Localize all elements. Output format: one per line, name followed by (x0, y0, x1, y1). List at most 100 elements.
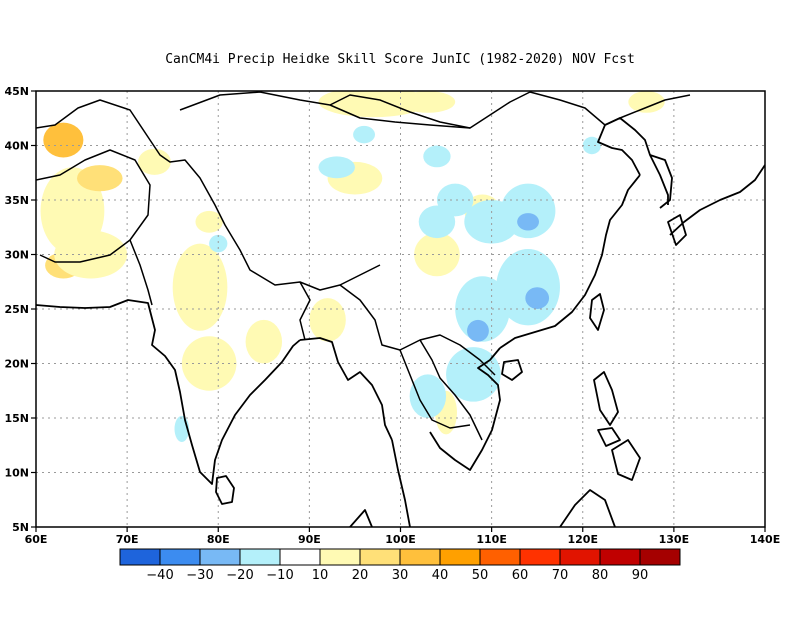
lat-lon-grid (36, 91, 765, 527)
colorbar: −40 −30 −20 −10 10 20 30 40 50 60 70 80 90 (119, 548, 681, 583)
negative-skill-patch-5 (500, 183, 556, 239)
border-thai-cambodia (399, 349, 471, 429)
coastline-korea (649, 154, 673, 209)
lat-tick-label: 40N (4, 140, 29, 153)
axis-labels: 60E 70E 80E 90E 100E 110E 120E 130E 140E 5N 10N 15N… (4, 85, 780, 546)
lat-tick-label: 30N (4, 249, 29, 262)
map-title: CanCM4i Precip Heidke Skill Score JunIC … (165, 52, 635, 67)
island-kyushu (667, 214, 687, 246)
coastline-india (36, 299, 301, 485)
lat-tick-label: 15N (4, 412, 29, 425)
coastline-south-china (499, 174, 641, 349)
colorbar-label: 90 (632, 568, 649, 583)
lat-tick-label: 10N (4, 467, 29, 480)
lat-tick-label: 45N (4, 85, 29, 98)
border-manchuria (529, 91, 691, 126)
border-afghan (36, 149, 151, 263)
lon-tick-label: 110E (476, 533, 506, 546)
colorbar-cell-8 (439, 548, 481, 566)
coastline-gulf-thailand (429, 347, 501, 471)
positive-skill-patch-13 (400, 91, 456, 113)
island-japan (669, 164, 765, 236)
positive-skill-patch-17 (628, 91, 665, 113)
colorbar-cell-13 (639, 548, 681, 566)
colorbar-cell-11 (559, 548, 601, 566)
coastline-sumatra (349, 509, 373, 527)
colorbar-label: 70 (552, 568, 569, 583)
negative-skill-patch-12 (409, 374, 447, 419)
negative-skill-patch-8 (525, 287, 550, 309)
positive-skill-patch-8 (181, 336, 237, 391)
colorbar-cell-7 (399, 548, 441, 566)
positive-skill-patch-0 (43, 122, 84, 158)
colorbar-cell-3 (239, 548, 281, 566)
island-hainan (501, 359, 523, 381)
border-myanmar (339, 284, 496, 376)
coastline-borneo (559, 489, 616, 527)
negative-skill-patch-10 (467, 319, 489, 342)
negative-skill-patch-3 (436, 183, 474, 217)
colorbar-cell-4 (279, 548, 321, 566)
coastlines-and-borders (36, 91, 765, 527)
negative-skill-patch-1 (423, 145, 451, 168)
lat-tick-label: 35N (4, 194, 29, 207)
colorbar-cell-2 (199, 548, 241, 566)
positive-skill-patch-5 (138, 148, 171, 175)
border-himalaya-east (299, 281, 311, 341)
colorbar-label: −40 (146, 568, 173, 583)
lat-tick-label: 5N (12, 521, 29, 534)
lon-tick-label: 130E (659, 533, 689, 546)
positive-skill-patch-7 (195, 210, 223, 233)
colorbar-label: 20 (352, 568, 369, 583)
lat-tick-label: 25N (4, 303, 29, 316)
colorbar-label: −30 (186, 568, 213, 583)
island-visayas (597, 427, 621, 447)
coastline-malay (391, 439, 411, 527)
island-luzon (593, 371, 619, 426)
colorbar-label: 40 (432, 568, 449, 583)
colorbar-cell-10 (519, 548, 561, 566)
colorbar-cell-5 (319, 548, 361, 566)
colorbar-label: 50 (472, 568, 489, 583)
colorbar-cell-9 (479, 548, 521, 566)
colorbar-label: 30 (392, 568, 409, 583)
colorbar-cell-12 (599, 548, 641, 566)
border-central-asia (36, 99, 381, 291)
island-mindanao (611, 439, 641, 481)
colorbar-label: 10 (312, 568, 329, 583)
negative-skill-patch-0 (318, 156, 355, 179)
border-china-north (179, 91, 531, 129)
colorbar-cell-6 (359, 548, 401, 566)
negative-skill-patch-11 (446, 347, 501, 402)
lon-tick-label: 60E (25, 533, 48, 546)
lon-tick-label: 120E (568, 533, 598, 546)
lon-tick-label: 80E (207, 533, 230, 546)
positive-skill-patch-9 (245, 319, 283, 364)
border-pakistan (129, 239, 153, 306)
colorbar-cell-1 (159, 548, 201, 566)
island-taiwan (589, 293, 605, 331)
lon-tick-label: 70E (116, 533, 139, 546)
island-sri-lanka (215, 475, 235, 505)
lon-tick-label: 100E (385, 533, 415, 546)
coastline-bengal (299, 337, 393, 441)
border-laos-viet (419, 339, 483, 441)
lon-tick-label: 90E (298, 533, 321, 546)
colorbar-label: 60 (512, 568, 529, 583)
colorbar-cell-0 (119, 548, 161, 566)
colorbar-label: −20 (226, 568, 253, 583)
border-mongolia (329, 104, 471, 129)
positive-skill-patch-2 (77, 165, 123, 192)
positive-skill-patch-15 (414, 232, 460, 277)
positive-skill-patch-6 (172, 243, 228, 331)
colorbar-label: 80 (592, 568, 609, 583)
negative-skill-patch-16 (582, 136, 601, 155)
negative-skill-patch-15 (353, 125, 375, 144)
colorbar-label: −10 (266, 568, 293, 583)
lon-tick-label: 140E (750, 533, 780, 546)
negative-skill-patch-6 (517, 213, 540, 231)
lat-tick-label: 20N (4, 358, 29, 371)
negative-skill-patch-13 (209, 234, 228, 253)
positive-skill-patch-10 (309, 298, 346, 342)
